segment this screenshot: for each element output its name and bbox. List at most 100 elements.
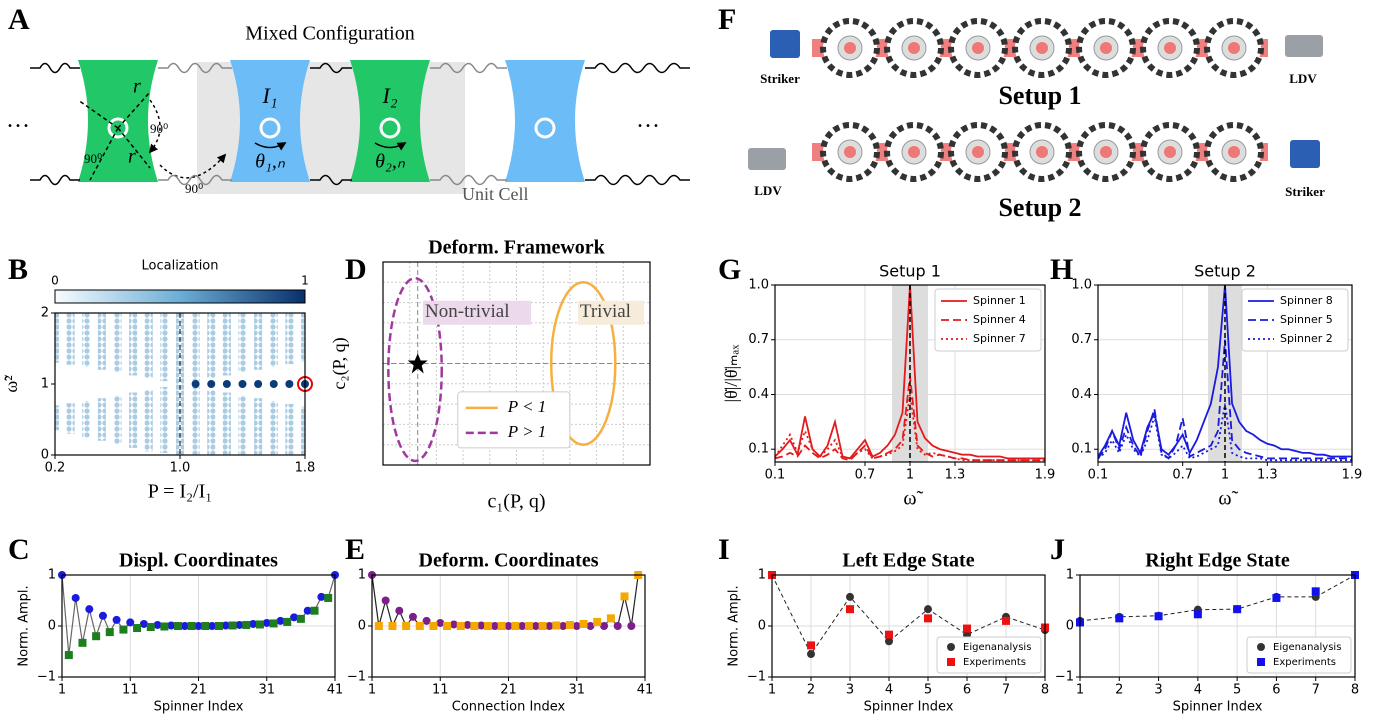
chart: Right Edge State−10112345678Spinner Inde… <box>1055 550 1359 715</box>
marker <box>566 621 574 629</box>
marker <box>498 622 506 630</box>
lower-band <box>145 390 153 452</box>
x-axis-label: P = I₂/I₁ <box>148 481 212 503</box>
x-tick-label: 2 <box>807 683 815 698</box>
spinner-core <box>1036 146 1048 158</box>
marker <box>263 619 271 627</box>
marker <box>621 592 629 600</box>
legend-label: Spinner 2 <box>1280 332 1333 345</box>
lower-band <box>129 393 137 448</box>
legend-swatch <box>1257 658 1265 666</box>
spinner-core <box>844 146 856 158</box>
y-tick-label: 1 <box>358 568 366 583</box>
marker <box>477 621 485 629</box>
chart: 0120.21.01.8P = I₂/I₁ω̃²Localization01 <box>1 259 315 503</box>
angle-90: 90⁰ <box>185 181 203 196</box>
marker <box>147 623 155 631</box>
marker <box>846 593 854 601</box>
y-tick-label: 1 <box>48 568 56 583</box>
setup-label: Setup 2 <box>998 193 1081 222</box>
colorbar-tick: 0 <box>51 274 59 288</box>
panel-letter: A <box>8 3 30 36</box>
marker <box>270 619 278 627</box>
marker <box>208 622 216 630</box>
marker <box>409 613 417 621</box>
legend-label: Spinner 1 <box>973 294 1026 307</box>
y-tick-label: −1 <box>347 670 366 685</box>
marker <box>229 621 237 629</box>
marker <box>113 616 121 624</box>
spinner-core <box>1100 42 1112 54</box>
marker <box>215 622 223 630</box>
spring <box>30 64 80 73</box>
y-tick-label: 2 <box>41 306 49 321</box>
marker <box>580 620 588 628</box>
marker <box>311 607 319 615</box>
x-tick-label: 5 <box>1233 683 1241 698</box>
y-axis-label: |θ̇|/|θ̇|ₘₐₓ <box>721 344 741 403</box>
panel-letter: B <box>8 253 28 286</box>
lower-band <box>285 404 293 455</box>
x-tick-label: 41 <box>637 683 654 698</box>
x-tick-label: 4 <box>1194 683 1202 698</box>
marker <box>235 621 243 629</box>
legend-label: Experiments <box>963 657 1026 668</box>
panel-letter: J <box>1050 533 1065 566</box>
marker <box>181 622 189 630</box>
spinner-core <box>1100 146 1112 158</box>
x-tick-label: 1 <box>1076 683 1084 698</box>
x-tick-label: 8 <box>1351 683 1359 698</box>
y-axis-label: Norm. Ampl. <box>727 585 742 666</box>
y-axis-label: c₂(P, q) <box>329 337 350 389</box>
unit-cell-label: Unit Cell <box>462 184 529 204</box>
panel-letter: G <box>718 253 741 286</box>
marker <box>304 607 312 615</box>
marker <box>593 618 601 626</box>
figure: A B C D E F G H I J Mixed Configuration … <box>0 0 1385 727</box>
edge-mode <box>254 380 262 388</box>
marker <box>297 615 305 623</box>
setup-label: Setup 1 <box>998 81 1081 110</box>
marker <box>505 622 513 630</box>
marker <box>491 622 499 630</box>
marker <box>201 622 209 630</box>
edge-mode <box>239 380 247 388</box>
marker <box>317 593 325 601</box>
marker <box>222 621 230 629</box>
marker <box>249 620 257 628</box>
marker <box>92 632 100 640</box>
marker <box>395 607 403 615</box>
colorbar <box>55 290 305 303</box>
marker <box>545 622 553 630</box>
inertia-label: I₂ <box>382 83 398 108</box>
angle-90: 90⁰ <box>84 151 102 166</box>
spinner-core <box>908 146 920 158</box>
marker <box>242 621 250 629</box>
spinner-core <box>1228 42 1240 54</box>
upper-band <box>238 313 246 373</box>
colorbar-title: Localization <box>142 259 219 274</box>
diagram-a: Mixed Configuration Unit Cell ··· ··· I₁… <box>6 23 690 205</box>
marker <box>72 594 80 602</box>
y-tick-label: 0.4 <box>1071 387 1092 402</box>
diagram-f: Striker LDV Setup 1 LDV Striker Setup 2 <box>748 21 1325 222</box>
y-tick-label: 1.0 <box>748 278 769 293</box>
marker <box>532 622 540 630</box>
spring <box>30 176 80 185</box>
radius-label: r <box>128 146 136 168</box>
x-tick-label: 3 <box>846 683 854 698</box>
legend-label: Spinner 8 <box>1280 294 1333 307</box>
marker <box>1155 612 1163 620</box>
y-axis-label: Norm. Ampl. <box>17 585 32 666</box>
x-tick-label: 0.2 <box>45 461 66 476</box>
x-tick-label: 11 <box>432 683 449 698</box>
x-tick-label: 21 <box>500 683 517 698</box>
legend-label: Experiments <box>1273 657 1336 668</box>
ldv-icon <box>748 148 786 170</box>
spring <box>585 64 690 73</box>
lower-band <box>192 387 200 455</box>
x-axis-label: Spinner Index <box>1173 700 1263 715</box>
marker <box>600 622 608 630</box>
